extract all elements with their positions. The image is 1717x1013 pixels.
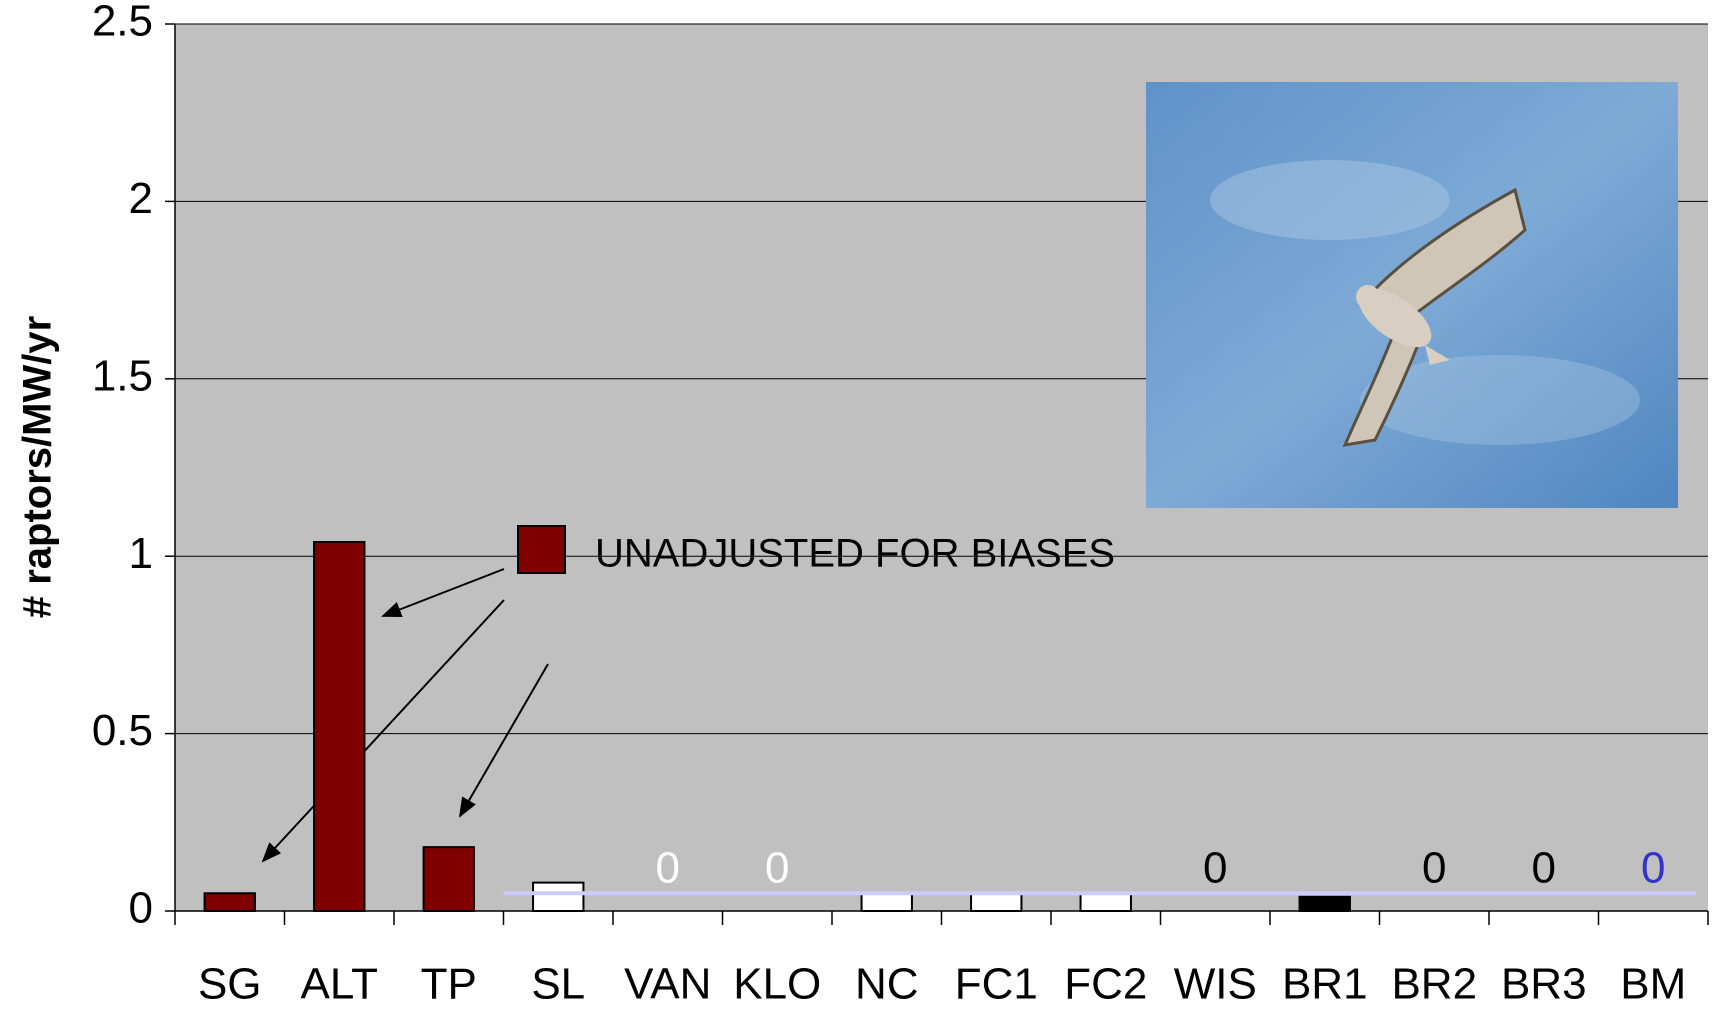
bar (205, 893, 255, 911)
bar (314, 542, 364, 911)
x-tick-label: SG (198, 960, 262, 1009)
y-tick-label: 2 (129, 174, 153, 223)
bar (971, 893, 1021, 911)
x-tick-label: FC2 (1064, 960, 1147, 1009)
x-tick-label: TP (421, 960, 477, 1009)
legend-label: UNADJUSTED FOR BIASES (595, 532, 1115, 576)
x-tick-label: BR1 (1282, 960, 1368, 1009)
chart: 0 0.5 1 1.5 2 2.5 # raptors/MW/yr SG ALT TP SL VA… (0, 0, 1717, 1013)
photo (1146, 82, 1678, 508)
y-tick-label: 1 (129, 529, 153, 578)
bar (862, 893, 912, 911)
x-tick-label: WIS (1174, 960, 1257, 1009)
x-tick-label: KLO (733, 960, 821, 1009)
x-tick-label: FC1 (955, 960, 1038, 1009)
data-label: 0 (1641, 844, 1665, 893)
bar (1300, 897, 1350, 911)
bar (424, 847, 474, 911)
data-label: 0 (1203, 844, 1227, 893)
x-tick-label: VAN (624, 960, 711, 1009)
y-tick-label: 1.5 (92, 351, 153, 400)
x-tick-label: BR3 (1501, 960, 1587, 1009)
y-tick-label: 0.5 (92, 706, 153, 755)
data-label: 0 (656, 844, 680, 893)
x-tick-label: NC (855, 960, 919, 1009)
y-tick-label: 0 (129, 884, 153, 933)
x-tick-label: BR2 (1391, 960, 1477, 1009)
data-label: 0 (1422, 844, 1446, 893)
data-label: 0 (765, 844, 789, 893)
x-tick-label: SL (531, 960, 585, 1009)
y-tick-label: 2.5 (92, 0, 153, 46)
y-axis-label: # raptors/MW/yr (16, 316, 60, 618)
data-label: 0 (1532, 844, 1556, 893)
x-tick-label: ALT (301, 960, 378, 1009)
x-tick-label: BM (1620, 960, 1686, 1009)
legend-swatch (518, 526, 565, 573)
bar (533, 883, 583, 911)
bar (1081, 893, 1131, 911)
